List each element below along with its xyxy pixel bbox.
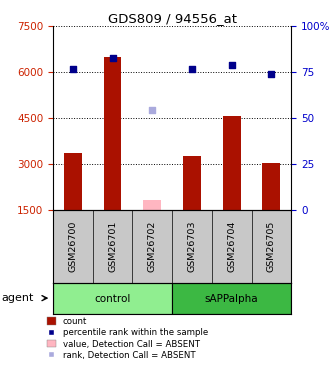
- Point: [269, 71, 274, 77]
- Point: [229, 62, 234, 68]
- Text: GSM26705: GSM26705: [267, 221, 276, 272]
- Title: GDS809 / 94556_at: GDS809 / 94556_at: [108, 12, 237, 25]
- Legend: count, percentile rank within the sample, value, Detection Call = ABSENT, rank, : count, percentile rank within the sample…: [45, 315, 210, 362]
- Point: [110, 56, 115, 62]
- Text: GSM26701: GSM26701: [108, 221, 117, 272]
- Bar: [262, 164, 280, 210]
- Point: [150, 108, 155, 114]
- Bar: [223, 116, 241, 210]
- Point: [70, 66, 75, 72]
- Text: agent: agent: [2, 293, 34, 303]
- Text: GSM26702: GSM26702: [148, 221, 157, 272]
- Bar: [172, 284, 291, 314]
- Point: [189, 66, 195, 72]
- Text: control: control: [94, 294, 131, 304]
- Bar: [104, 57, 121, 210]
- Bar: [183, 156, 201, 210]
- Text: GSM26700: GSM26700: [68, 221, 77, 272]
- Bar: [143, 200, 161, 210]
- Text: GSM26704: GSM26704: [227, 221, 236, 272]
- Text: sAPPalpha: sAPPalpha: [205, 294, 259, 304]
- Bar: [64, 153, 82, 210]
- Text: GSM26703: GSM26703: [187, 221, 197, 273]
- Bar: [53, 284, 172, 314]
